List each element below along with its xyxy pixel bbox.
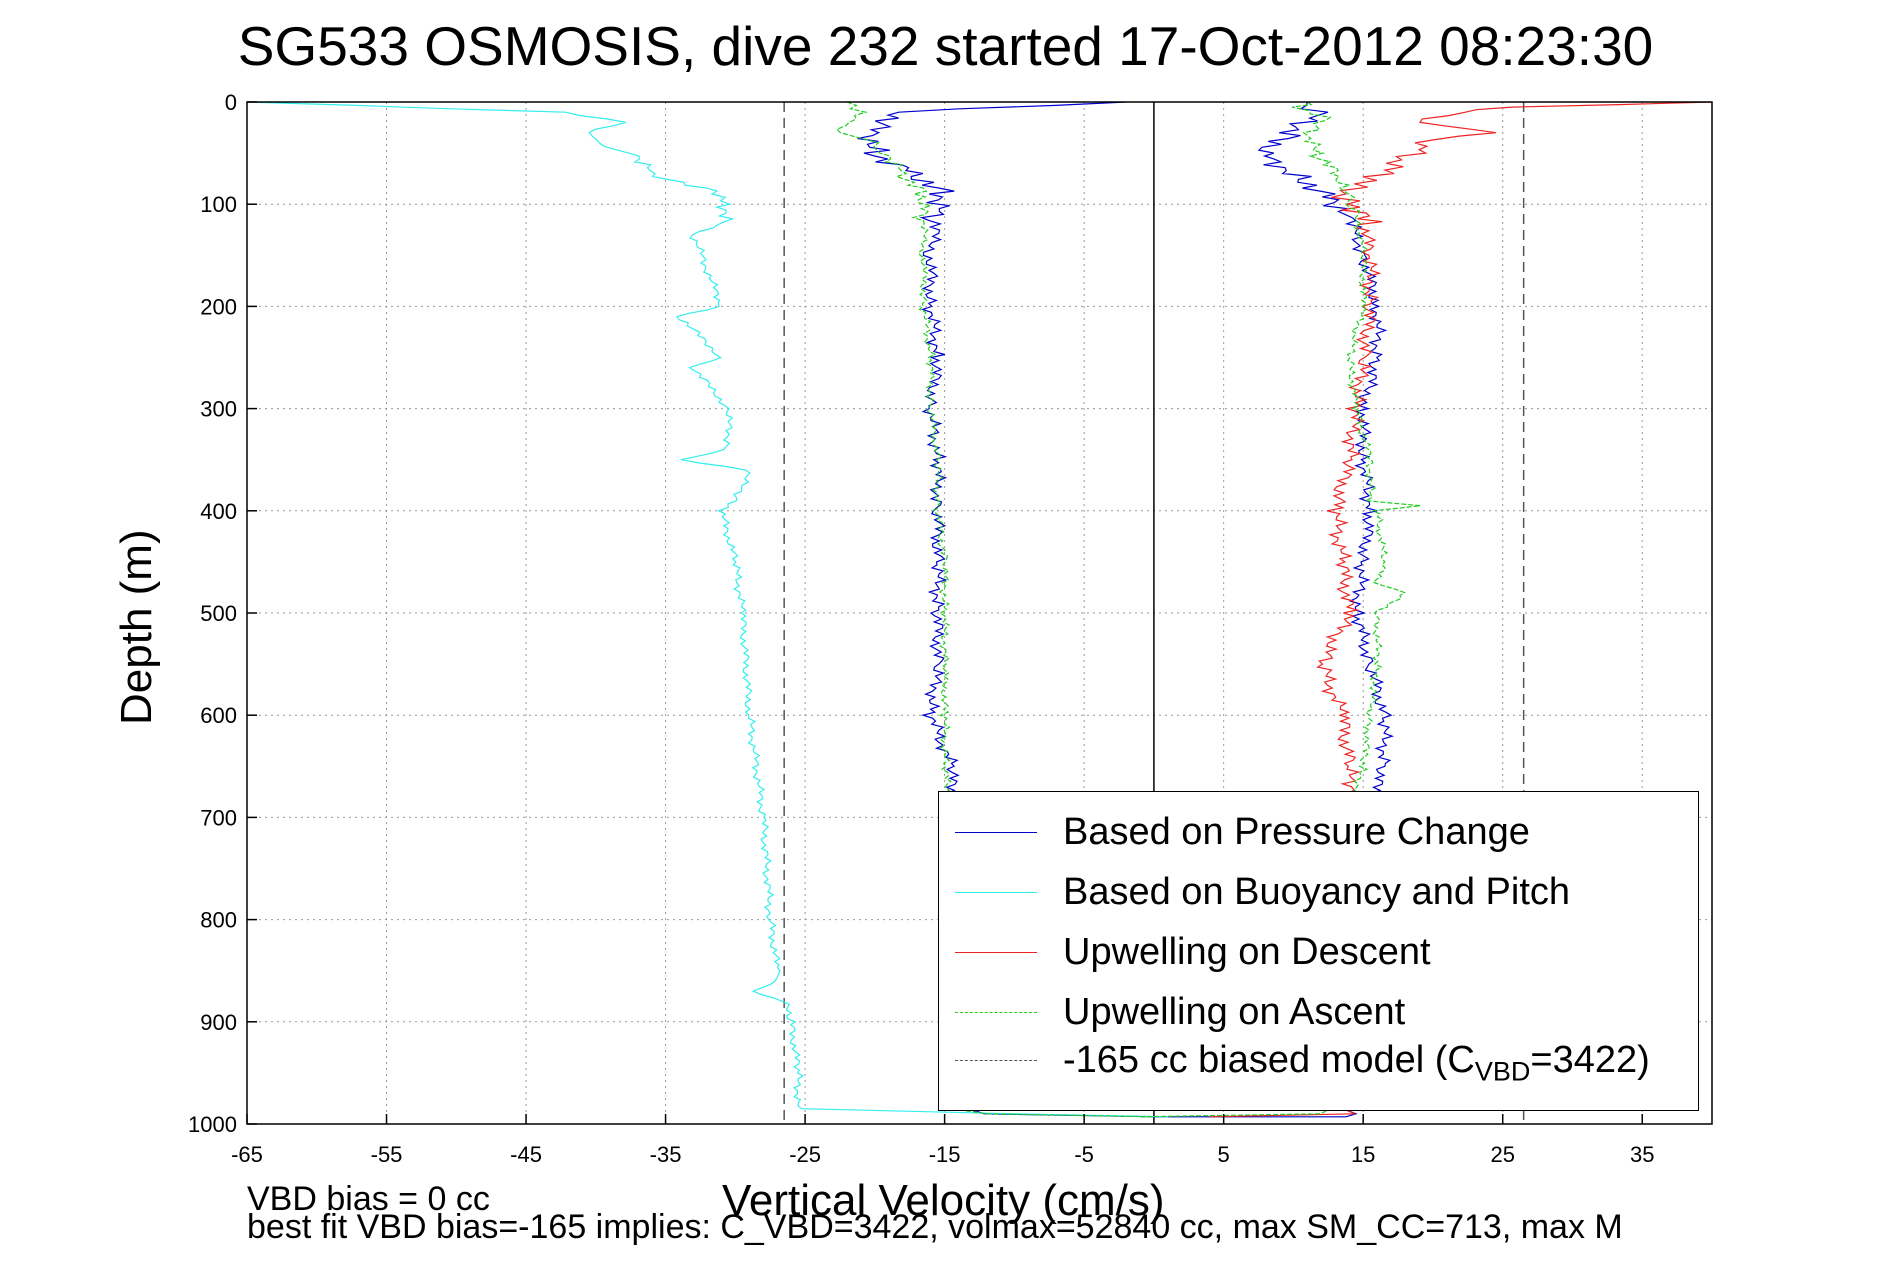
x-tick-label: -65 [231,1142,263,1167]
best-fit-note: best fit VBD bias=-165 implies: C_VBD=34… [247,1208,1623,1246]
series-line-3 [1139,101,1421,1118]
legend-label-buoyancy: Based on Buoyancy and Pitch [1063,871,1571,913]
y-tick-label: 900 [200,1010,237,1035]
legend-swatch-model [955,1060,1037,1061]
y-tick-label: 400 [200,499,237,524]
x-tick-label: 25 [1490,1142,1514,1167]
y-tick-label: 300 [200,397,237,422]
legend-model-suffix: =3422) [1530,1039,1650,1081]
x-tick-label: -55 [371,1142,403,1167]
legend-item-pressure: Based on Pressure Change [955,812,1695,852]
y-axis-label: Depth (m) [112,529,161,725]
legend-item-descent: Upwelling on Descent [955,932,1695,972]
x-axis-ticks: -65 -55 -45 -35 -25 -15 -5 5 15 25 35 [231,1114,1654,1167]
y-tick-label: 100 [200,192,237,217]
legend-label-ascent: Upwelling on Ascent [1063,991,1406,1033]
legend-label-descent: Upwelling on Descent [1063,931,1431,973]
legend-swatch-buoyancy [955,892,1037,893]
y-tick-label: 200 [200,294,237,319]
legend-item-buoyancy: Based on Buoyancy and Pitch [955,872,1695,912]
y-tick-label: 1000 [188,1112,237,1137]
y-tick-label: 800 [200,908,237,933]
y-tick-label: 500 [200,601,237,626]
series-line-1 [246,101,1168,1118]
series-lines [246,101,1713,1118]
x-axis-label: Vertical Velocity (cm/s) [722,1176,1165,1225]
x-tick-label: -25 [789,1142,821,1167]
x-tick-label: -35 [650,1142,682,1167]
x-tick-label: -5 [1074,1142,1094,1167]
chart-title: SG533 OSMOSIS, dive 232 started 17-Oct-2… [237,15,1654,77]
series-line-4 [835,101,1154,1118]
legend-label-pressure: Based on Pressure Change [1063,811,1530,853]
x-tick-label: -15 [929,1142,961,1167]
legend-label-model: -165 cc biased model (CVBD=3422) [1063,1040,1650,1092]
x-tick-label: 35 [1630,1142,1654,1167]
legend-item-model: -165 cc biased model (CVBD=3422) [955,1040,1695,1087]
legend-model-sub: VBD [1474,1056,1531,1087]
x-tick-label: 15 [1351,1142,1375,1167]
y-tick-label: 0 [225,90,237,115]
legend: Based on Pressure Change Based on Buoyan… [938,791,1699,1111]
x-tick-label: -45 [510,1142,542,1167]
y-tick-label: 600 [200,703,237,728]
legend-swatch-descent [955,952,1037,953]
y-tick-label: 700 [200,805,237,830]
legend-model-prefix: -165 cc biased model (C [1063,1039,1475,1081]
x-tick-label: 5 [1218,1142,1230,1167]
legend-item-ascent: Upwelling on Ascent [955,992,1695,1032]
legend-swatch-ascent [955,1012,1037,1013]
legend-swatch-pressure [955,832,1037,833]
y-axis-ticks: 0 100 200 300 400 500 600 700 800 900 1000 [188,90,257,1137]
vbd-bias-note: VBD bias = 0 cc [247,1180,490,1218]
